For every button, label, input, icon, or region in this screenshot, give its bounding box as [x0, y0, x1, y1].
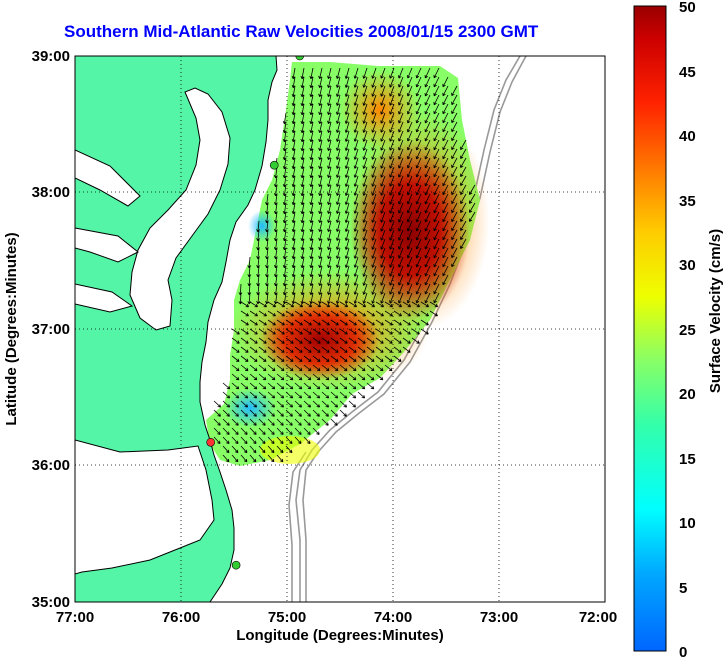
colorbar-tick: 50 — [679, 0, 696, 16]
plot-frame — [74, 55, 606, 603]
velocity-field — [206, 62, 490, 466]
y-tick-label: 39:00 — [32, 48, 70, 65]
colorbar-tick: 0 — [679, 644, 687, 659]
colorbar-tick: 45 — [679, 64, 696, 81]
pamlico-sound — [75, 439, 215, 575]
colorbar-ticks: 0 5 10 15 20 25 30 35 40 45 50 — [679, 0, 696, 659]
colorbar-label: Surface Velocity (cm/s) — [707, 229, 724, 393]
x-tick-label: 75:00 — [268, 609, 306, 626]
radar-site-marker — [231, 560, 241, 570]
y-axis-label: Latitude (Degrees:Minutes) — [3, 232, 20, 425]
radar-site-marker — [206, 437, 215, 447]
x-tick-label: 74:00 — [374, 609, 412, 626]
y-tick-label: 37:00 — [32, 321, 70, 338]
colorbar-tick: 35 — [679, 193, 696, 210]
radar-site-marker — [295, 56, 305, 61]
colorbar-tick: 40 — [679, 128, 696, 145]
x-axis-ticks: 77:00 76:00 75:00 74:00 73:00 72:00 — [56, 609, 617, 626]
map-grid — [75, 56, 605, 602]
map-title-text: Southern Mid-Atlantic Raw Velocities 200… — [64, 22, 539, 41]
colorbar-tick: 20 — [679, 386, 696, 403]
colorbar-tick: 5 — [679, 580, 687, 597]
y-tick-label: 36:00 — [32, 457, 70, 474]
radar-site-marker — [269, 160, 279, 170]
coastline — [199, 56, 278, 602]
y-axis-ticks: 35:00 36:00 37:00 38:00 39:00 — [32, 48, 70, 611]
x-tick-label: 77:00 — [56, 609, 94, 626]
colorbar-tick: 30 — [679, 257, 696, 274]
colorbar-tick: 10 — [679, 515, 696, 532]
velocity-arrow-set — [213, 67, 476, 463]
x-axis-label: Longitude (Degrees:Minutes) — [236, 627, 444, 644]
x-tick-label: 76:00 — [162, 609, 200, 626]
x-tick-label: 73:00 — [480, 609, 518, 626]
radar-sites — [206, 56, 305, 570]
colorbar — [633, 5, 667, 652]
x-tick-label: 72:00 — [579, 609, 617, 626]
y-tick-label: 35:00 — [32, 594, 70, 611]
colorbar-tick: 25 — [679, 322, 696, 339]
y-tick-label: 38:00 — [32, 184, 70, 201]
velocity-arrows — [213, 67, 476, 463]
colorbar-tick: 15 — [679, 451, 696, 468]
